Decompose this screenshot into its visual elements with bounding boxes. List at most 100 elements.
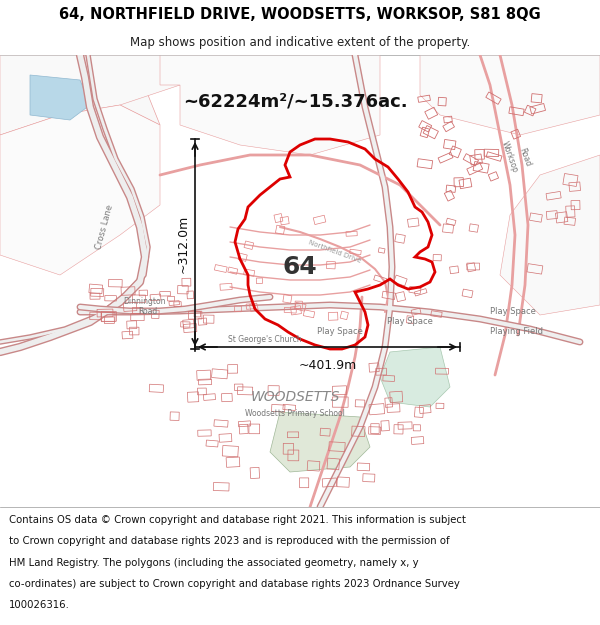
Bar <box>411 308 421 315</box>
Bar <box>104 317 115 324</box>
Bar <box>139 290 148 296</box>
Text: WOODSETTS: WOODSETTS <box>250 390 340 404</box>
Bar <box>105 296 116 301</box>
Bar <box>329 442 345 451</box>
Bar <box>433 254 442 261</box>
Text: Play Space: Play Space <box>387 318 433 326</box>
Bar <box>228 267 238 274</box>
Bar <box>486 92 501 104</box>
Bar <box>169 301 179 306</box>
Bar <box>449 266 459 274</box>
Bar <box>283 294 292 303</box>
Bar <box>304 310 315 318</box>
Bar <box>357 463 370 471</box>
Bar <box>214 264 227 272</box>
Bar <box>564 217 575 226</box>
Bar <box>387 404 400 412</box>
Bar <box>290 306 301 315</box>
Text: 64, NORTHFIELD DRIVE, WOODSETTS, WORKSOP, S81 8QG: 64, NORTHFIELD DRIVE, WOODSETTS, WORKSOP… <box>59 8 541 22</box>
Bar <box>313 215 326 224</box>
Bar <box>418 95 430 102</box>
Bar <box>529 213 542 222</box>
Polygon shape <box>380 347 450 407</box>
Bar <box>287 432 299 437</box>
Bar <box>183 319 194 329</box>
Bar <box>307 461 320 471</box>
Bar <box>256 278 262 284</box>
Bar <box>530 104 545 114</box>
Bar <box>473 161 489 173</box>
Text: Playing Field: Playing Field <box>490 328 543 336</box>
Bar <box>239 424 248 434</box>
Bar <box>133 295 146 302</box>
Bar <box>328 312 338 321</box>
Bar <box>226 457 240 468</box>
Bar <box>369 404 385 415</box>
Bar <box>203 315 214 323</box>
Bar <box>436 403 444 409</box>
Bar <box>394 424 403 434</box>
Bar <box>122 331 133 339</box>
Bar <box>214 420 228 427</box>
Bar <box>381 421 389 431</box>
Bar <box>133 308 140 314</box>
Bar <box>235 306 242 312</box>
Bar <box>443 116 452 123</box>
Text: Contains OS data © Crown copyright and database right 2021. This information is : Contains OS data © Crown copyright and d… <box>9 515 466 525</box>
Bar <box>419 404 431 414</box>
Bar <box>194 311 200 317</box>
Bar <box>295 301 302 309</box>
Bar <box>431 311 442 318</box>
Bar <box>203 394 215 401</box>
Text: Play Space: Play Space <box>317 328 363 336</box>
Bar <box>382 291 395 299</box>
Bar <box>249 424 260 434</box>
Bar <box>454 177 463 187</box>
Bar <box>244 241 254 249</box>
Bar <box>475 149 484 159</box>
Bar <box>566 206 575 217</box>
Bar <box>571 201 580 210</box>
Bar <box>283 443 293 454</box>
Text: HM Land Registry. The polygons (including the associated geometry, namely x, y: HM Land Registry. The polygons (includin… <box>9 558 419 568</box>
Bar <box>170 412 179 421</box>
Bar <box>268 386 279 396</box>
Bar <box>187 291 194 299</box>
Bar <box>423 126 439 139</box>
Bar <box>445 190 455 201</box>
Bar <box>332 386 347 395</box>
Bar <box>352 426 365 436</box>
Text: Map shows position and indicative extent of the property.: Map shows position and indicative extent… <box>130 36 470 49</box>
Bar <box>527 264 543 274</box>
Bar <box>275 225 285 234</box>
Bar <box>235 384 243 391</box>
Bar <box>415 289 427 296</box>
Bar <box>109 279 122 287</box>
Bar <box>250 468 260 479</box>
Text: Worksop: Worksop <box>500 140 520 174</box>
Bar <box>459 178 472 189</box>
Bar <box>395 292 406 302</box>
Bar <box>443 139 456 149</box>
Bar <box>101 312 115 322</box>
Text: ~62224m²/~15.376ac.: ~62224m²/~15.376ac. <box>182 93 407 111</box>
Text: to Crown copyright and database rights 2023 and is reproduced with the permissio: to Crown copyright and database rights 2… <box>9 536 449 546</box>
Bar <box>369 363 379 372</box>
Polygon shape <box>160 55 380 155</box>
Bar <box>274 214 283 222</box>
Bar <box>411 436 424 444</box>
Bar <box>337 477 349 488</box>
Bar <box>250 303 258 312</box>
Bar <box>524 105 536 116</box>
Bar <box>390 391 403 402</box>
Bar <box>121 287 135 296</box>
Bar <box>438 152 453 163</box>
Bar <box>340 311 349 319</box>
Bar <box>271 404 285 412</box>
Bar <box>420 127 430 138</box>
Bar <box>374 275 387 284</box>
Bar <box>295 302 306 311</box>
Bar <box>446 185 456 192</box>
Bar <box>484 149 499 156</box>
Text: Road: Road <box>139 306 158 316</box>
